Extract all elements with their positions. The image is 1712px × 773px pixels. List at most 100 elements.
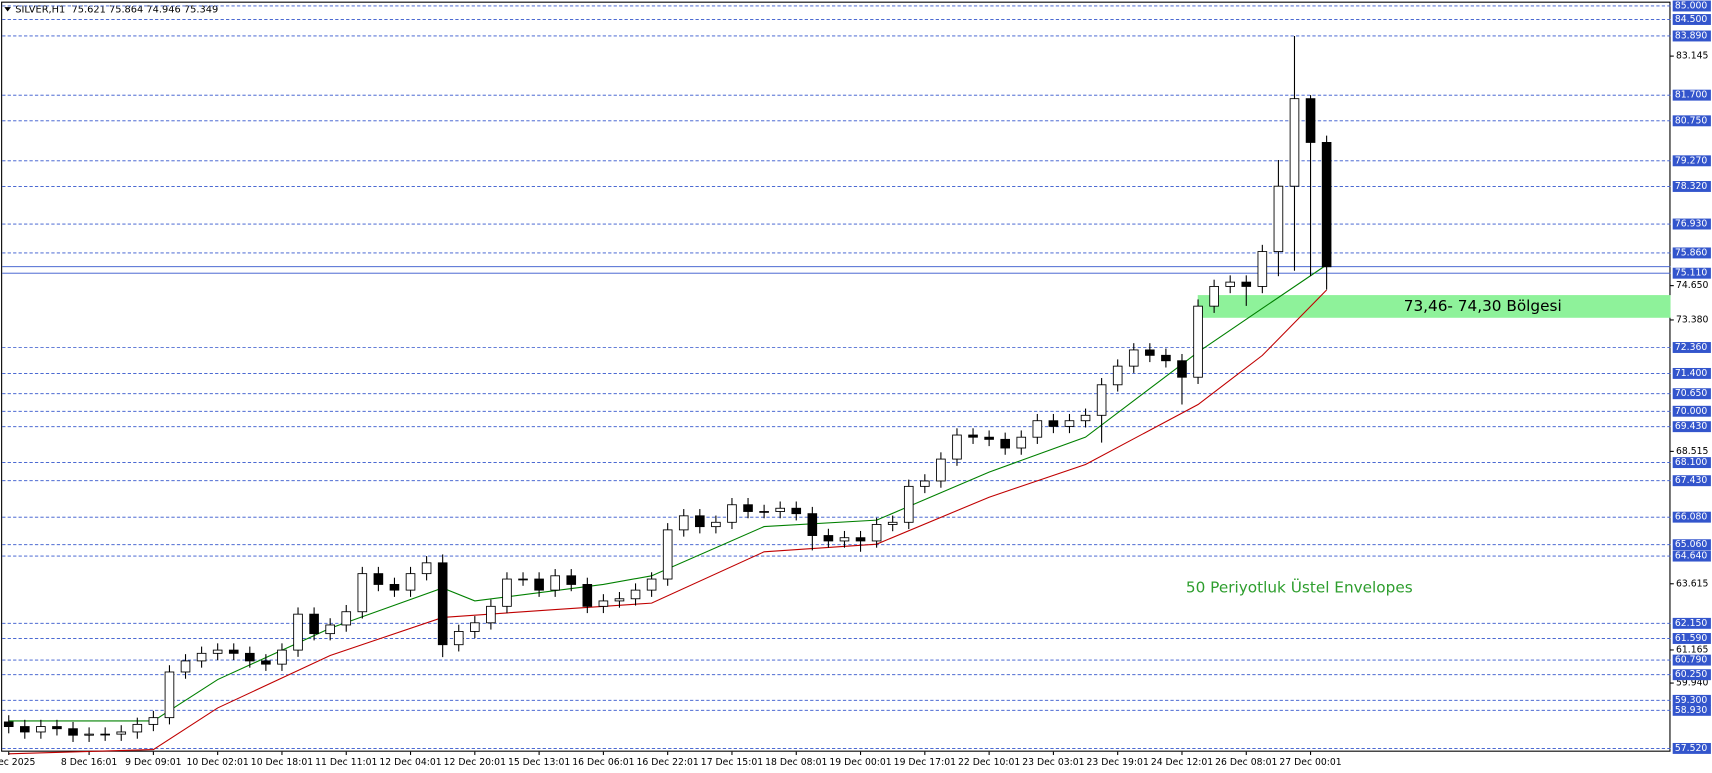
x-tick-label: 18 Dec 08:01 bbox=[765, 757, 827, 768]
level-label: 72.360 bbox=[1675, 342, 1708, 353]
candle-body bbox=[164, 671, 175, 719]
y-tick-label: 68.515 bbox=[1676, 446, 1709, 457]
chart-title: SILVER,H1 75.621 75.864 74.946 75.349 bbox=[15, 4, 218, 15]
x-tick-label: 15 Dec 13:01 bbox=[508, 757, 570, 768]
candle-body bbox=[196, 652, 207, 662]
candle-body bbox=[1305, 98, 1316, 143]
candle-body bbox=[791, 507, 802, 515]
candle-body bbox=[823, 535, 834, 542]
x-tick-label: 11 Dec 11:01 bbox=[315, 757, 377, 768]
candle-body bbox=[727, 504, 737, 523]
candle-body bbox=[277, 649, 287, 665]
level-label: 83.890 bbox=[1675, 30, 1708, 41]
candle-body bbox=[968, 434, 978, 438]
level-label: 76.930 bbox=[1675, 219, 1708, 230]
x-tick-label: 8 Dec 16:01 bbox=[61, 757, 118, 768]
candle-body bbox=[855, 537, 866, 542]
level-label-box bbox=[1672, 475, 1711, 487]
x-tick-label: 23 Dec 03:01 bbox=[1022, 757, 1084, 768]
candle-body bbox=[3, 721, 14, 727]
x-tick-label: 23 Dec 19:01 bbox=[1087, 757, 1149, 768]
candle-body bbox=[1145, 349, 1155, 356]
level-label: 60.250 bbox=[1675, 669, 1708, 680]
candle-body bbox=[116, 731, 127, 735]
level-label: 66.080 bbox=[1675, 512, 1708, 523]
x-tick-label: 5 Dec 2025 bbox=[0, 757, 35, 768]
x-tick-label: 9 Dec 09:01 bbox=[125, 757, 182, 768]
level-label-box bbox=[1672, 421, 1711, 433]
candle-body bbox=[518, 578, 528, 581]
level-label-box bbox=[1672, 539, 1711, 551]
candle-body bbox=[775, 507, 785, 512]
candle-body bbox=[502, 578, 512, 607]
candle-body bbox=[1193, 305, 1203, 378]
level-label: 68.100 bbox=[1675, 457, 1708, 468]
y-tick-label: 83.145 bbox=[1676, 51, 1709, 62]
level-label: 75.110 bbox=[1675, 268, 1708, 279]
y-tick-label: 63.615 bbox=[1676, 578, 1709, 589]
level-label: 80.750 bbox=[1675, 115, 1708, 126]
level-label-box bbox=[1672, 654, 1711, 666]
candle-body bbox=[630, 589, 641, 600]
candle-body bbox=[68, 728, 78, 736]
level-label-box bbox=[1672, 550, 1711, 562]
candle-body bbox=[261, 660, 271, 665]
candle-body bbox=[1112, 365, 1123, 386]
candle-body bbox=[1225, 281, 1235, 287]
level-label: 75.860 bbox=[1675, 247, 1708, 258]
candle-body bbox=[871, 524, 882, 542]
candle-body bbox=[212, 649, 223, 654]
x-tick-label: 22 Dec 10:01 bbox=[958, 757, 1020, 768]
level-label: 58.930 bbox=[1675, 705, 1708, 716]
level-label-box bbox=[1672, 0, 1711, 12]
level-label: 67.430 bbox=[1675, 475, 1708, 486]
x-tick-label: 10 Dec 18:01 bbox=[251, 757, 313, 768]
candle-body bbox=[1128, 349, 1139, 367]
level-label-box bbox=[1672, 742, 1711, 754]
x-tick-label: 19 Dec 17:01 bbox=[894, 757, 956, 768]
candle-body bbox=[984, 436, 994, 440]
level-label: 71.400 bbox=[1675, 368, 1708, 379]
candle-body bbox=[711, 521, 721, 528]
candle-body bbox=[1209, 286, 1219, 307]
candle-body bbox=[903, 485, 914, 523]
candle-body bbox=[1080, 414, 1091, 422]
envelope-line bbox=[8, 289, 1327, 755]
level-label-box bbox=[1672, 633, 1711, 644]
level-label-box bbox=[1672, 14, 1711, 25]
candle-body bbox=[920, 480, 930, 487]
level-label: 60.790 bbox=[1675, 655, 1708, 666]
candle-body bbox=[84, 733, 94, 736]
candle-body bbox=[936, 458, 946, 482]
level-label: 85.000 bbox=[1675, 0, 1708, 11]
candle-body bbox=[486, 605, 496, 624]
level-label: 79.270 bbox=[1675, 155, 1708, 166]
level-label-box bbox=[1672, 388, 1711, 400]
level-label-box bbox=[1672, 405, 1711, 417]
level-label: 84.500 bbox=[1675, 14, 1708, 25]
x-tick-label: 16 Dec 06:01 bbox=[572, 757, 634, 768]
candle-body bbox=[598, 600, 609, 607]
candle-body bbox=[293, 613, 303, 651]
candle-body bbox=[952, 434, 962, 460]
x-tick-label: 12 Dec 20:01 bbox=[444, 757, 506, 768]
candle-body bbox=[534, 578, 544, 591]
candle-body bbox=[1273, 185, 1284, 253]
candle-body bbox=[1321, 141, 1332, 268]
x-tick-label: 24 Dec 12:01 bbox=[1151, 757, 1213, 768]
level-label-box bbox=[1672, 704, 1711, 716]
level-label: 70.650 bbox=[1675, 388, 1708, 399]
menu-arrow[interactable] bbox=[4, 7, 11, 12]
level-label-box bbox=[1672, 181, 1711, 192]
level-label-box bbox=[1672, 247, 1711, 259]
candle-body bbox=[582, 584, 593, 607]
level-label: 65.060 bbox=[1675, 539, 1708, 550]
candle-body bbox=[421, 562, 432, 575]
level-label-box bbox=[1672, 511, 1711, 523]
level-label: 81.700 bbox=[1675, 90, 1708, 101]
candle-body bbox=[148, 717, 159, 725]
level-label: 64.640 bbox=[1675, 551, 1708, 562]
candle-body bbox=[437, 562, 448, 646]
candle-body bbox=[1096, 384, 1107, 416]
candle-body bbox=[1064, 420, 1075, 427]
